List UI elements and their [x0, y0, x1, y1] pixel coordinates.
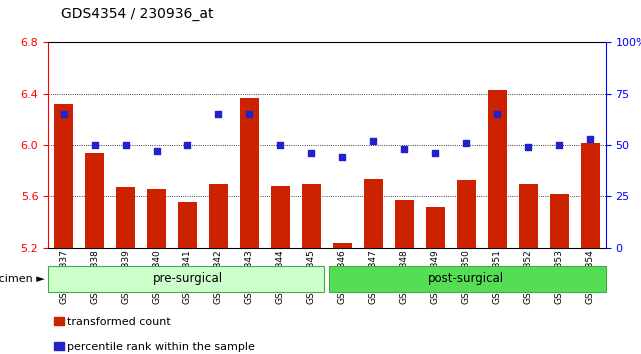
- Point: [523, 144, 533, 150]
- Text: transformed count: transformed count: [67, 317, 171, 327]
- Bar: [333, 243, 352, 248]
- Bar: [581, 143, 599, 248]
- Bar: [550, 194, 569, 248]
- Point: [58, 112, 69, 117]
- Bar: [302, 184, 320, 248]
- Bar: [271, 186, 290, 248]
- Point: [461, 140, 471, 146]
- Bar: [54, 104, 73, 248]
- Point: [213, 112, 224, 117]
- Bar: [85, 153, 104, 248]
- Text: pre-surgical: pre-surgical: [153, 272, 222, 285]
- Text: GDS4354 / 230936_at: GDS4354 / 230936_at: [61, 7, 213, 21]
- Point: [182, 142, 192, 148]
- Point: [492, 112, 503, 117]
- Bar: [209, 184, 228, 248]
- Bar: [178, 202, 197, 248]
- Bar: [519, 184, 538, 248]
- Point: [337, 155, 347, 160]
- Point: [368, 138, 378, 144]
- Point: [89, 142, 100, 148]
- Bar: [364, 178, 383, 248]
- Point: [585, 136, 595, 142]
- Point: [121, 142, 131, 148]
- Bar: [426, 207, 445, 248]
- Text: percentile rank within the sample: percentile rank within the sample: [67, 342, 255, 352]
- Point: [554, 142, 564, 148]
- Point: [306, 150, 317, 156]
- Bar: [395, 200, 413, 248]
- Point: [244, 112, 254, 117]
- Text: specimen ►: specimen ►: [0, 274, 45, 284]
- Bar: [488, 90, 506, 248]
- Point: [430, 150, 440, 156]
- Point: [276, 142, 286, 148]
- Text: post-surgical: post-surgical: [428, 272, 504, 285]
- Bar: [147, 189, 166, 248]
- Bar: [116, 188, 135, 248]
- Point: [399, 147, 410, 152]
- Point: [151, 148, 162, 154]
- Bar: [240, 98, 259, 248]
- Bar: [457, 180, 476, 248]
